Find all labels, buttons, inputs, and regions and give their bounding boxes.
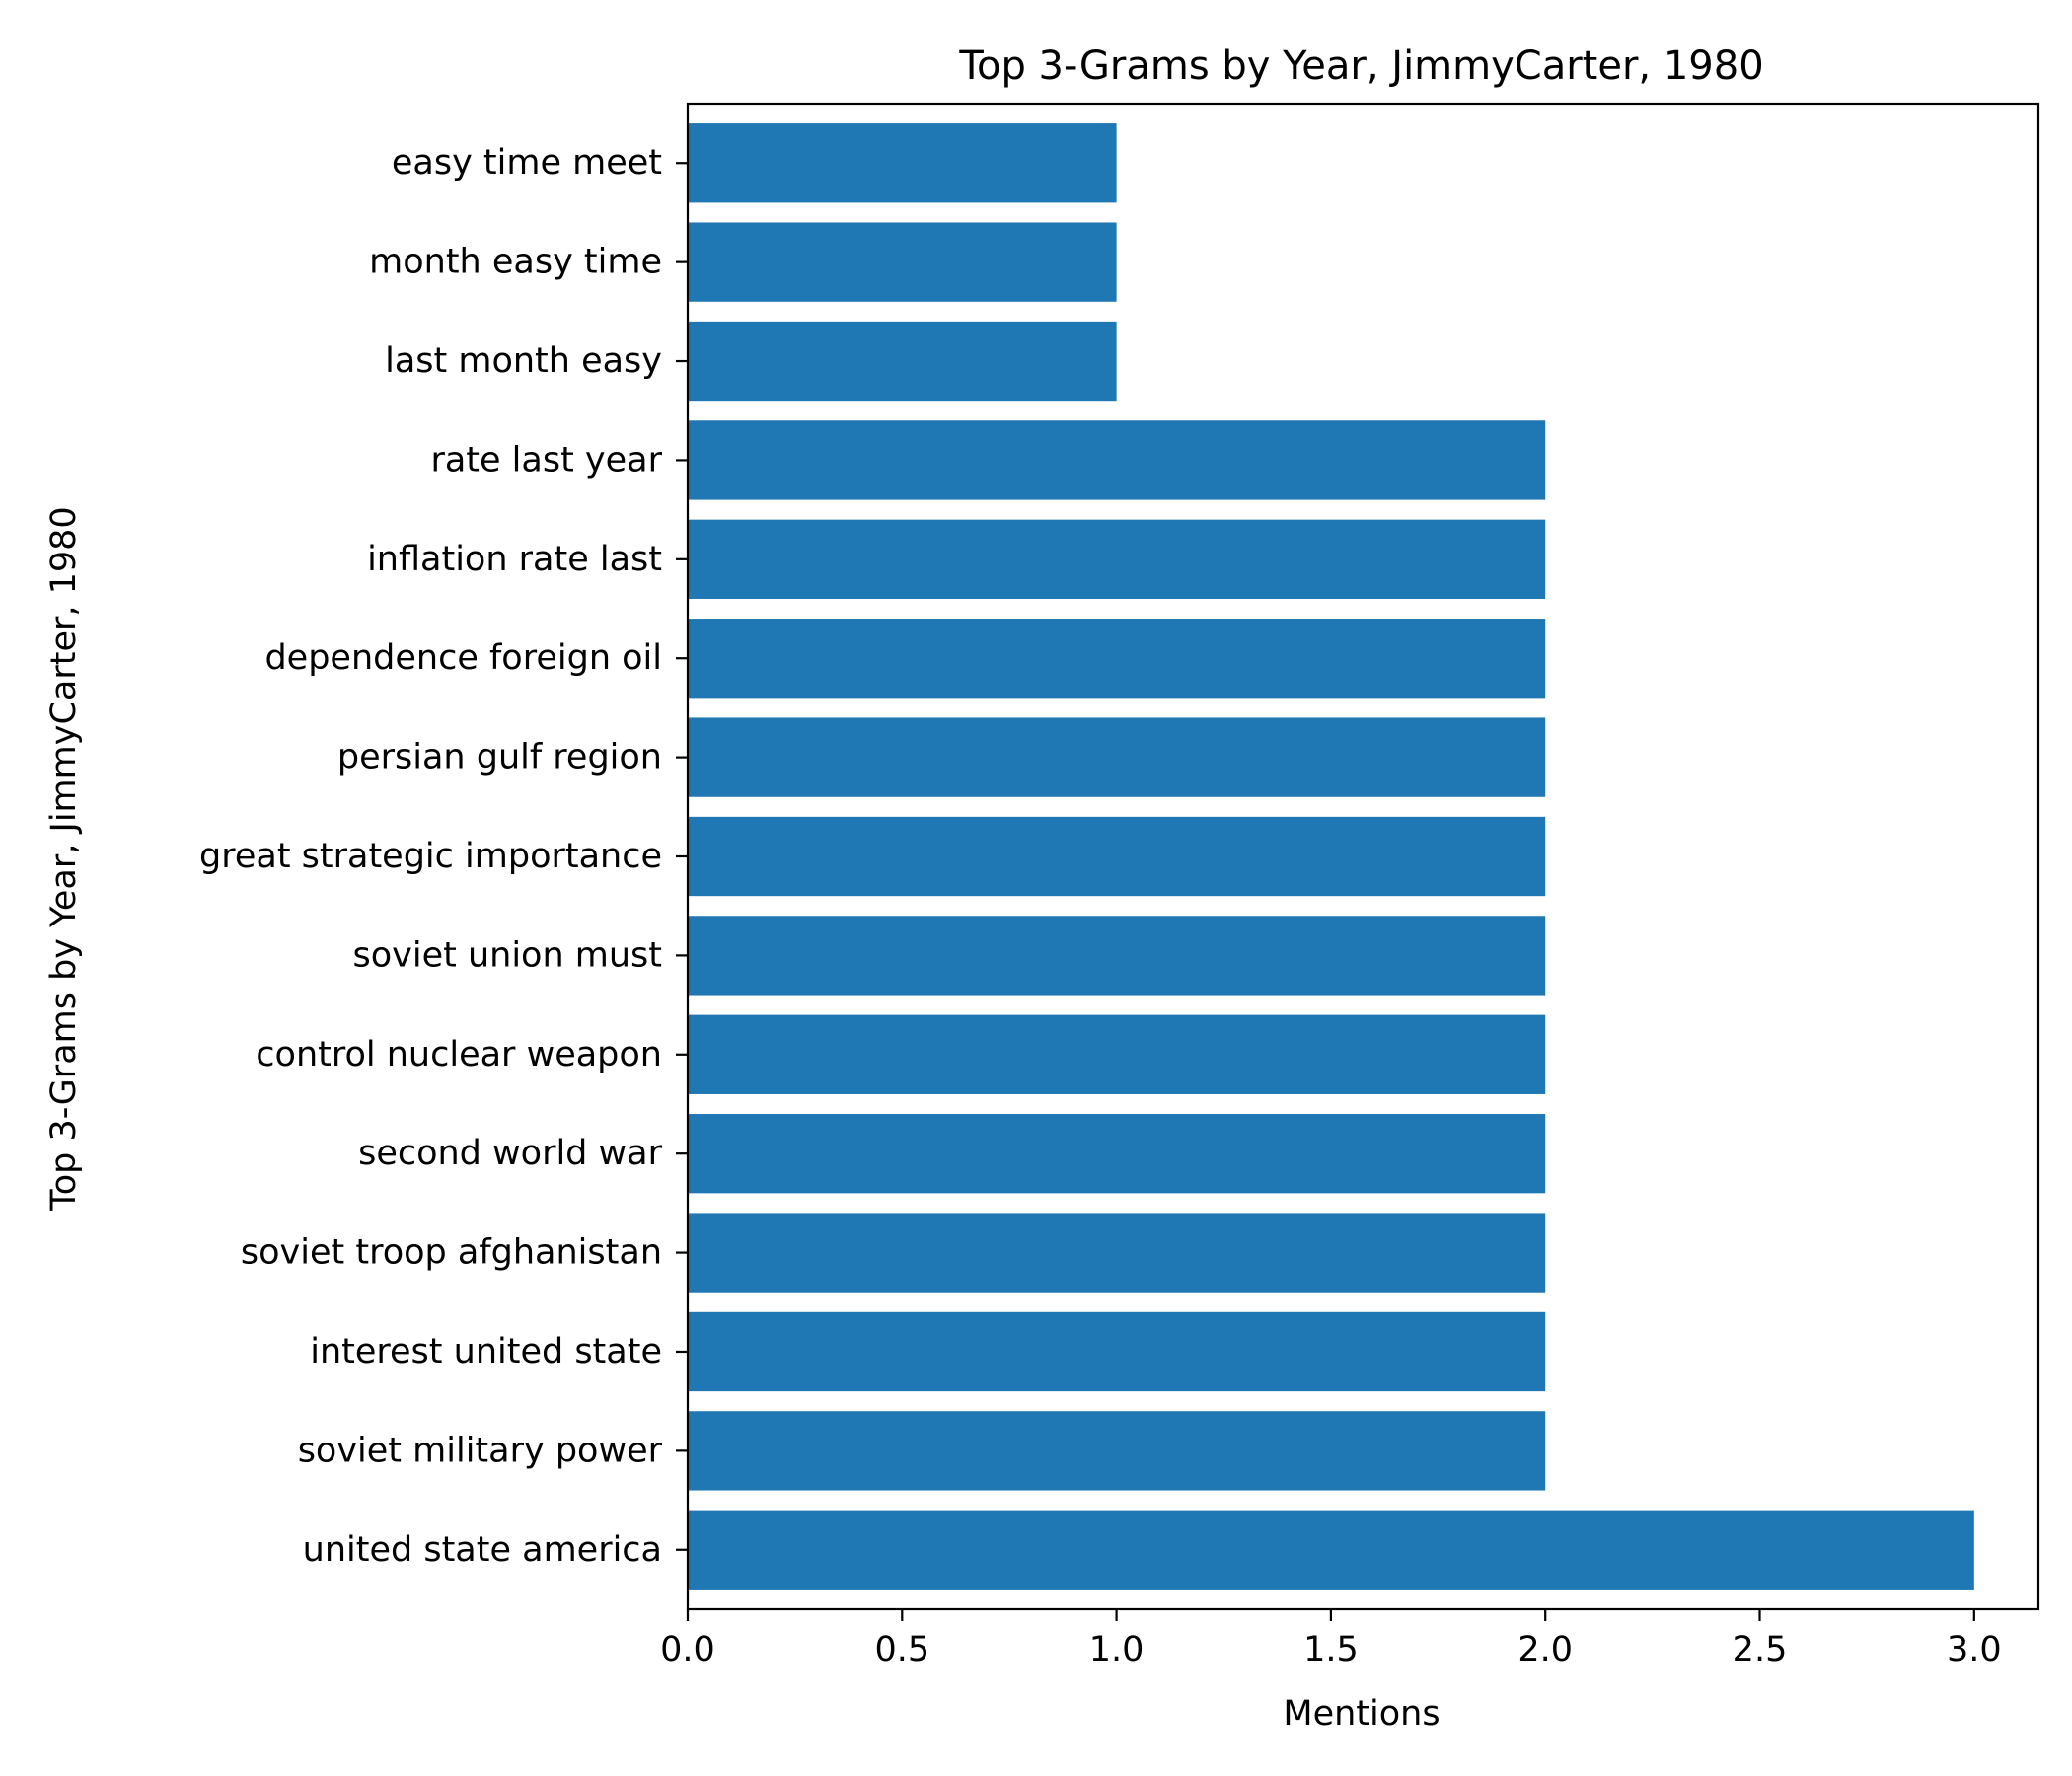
bar-rate-last-year [688,420,1546,500]
x-tick-label: 1.0 [1089,1630,1145,1669]
bar-persian-gulf-region [688,717,1546,797]
plot-frame [686,102,2040,1611]
y-tick-label: soviet troop afghanistan [241,1233,662,1273]
y-tick-label: easy time meet [392,143,662,183]
y-axis-ticks: united state america soviet military powe… [199,143,688,1570]
bar-last-month-easy [688,321,1117,402]
bar-soviet-military-power [688,1411,1546,1491]
y-axis-label: Top 3-Grams by Year, JimmyCarter, 1980 [44,506,84,1211]
x-tick-label: 0.0 [660,1630,715,1669]
y-tick-label: persian gulf region [337,738,662,777]
y-tick-label: month easy time [369,243,662,282]
y-tick-label: interest united state [310,1332,662,1371]
bar-interest-united-state [688,1311,1546,1392]
y-tick-label: last month easy [385,341,662,381]
x-tick-label: 2.0 [1517,1630,1573,1669]
y-tick-label: soviet union must [352,935,662,975]
x-axis-label: Mentions [1283,1694,1440,1734]
x-tick-label: 1.5 [1303,1630,1359,1669]
bar-second-world-war [688,1114,1546,1194]
y-tick-label: inflation rate last [367,540,662,579]
bar-easy-time-meet [688,123,1117,203]
bar-dependence-foreign-oil [688,619,1546,699]
y-tick-label: rate last year [430,440,662,480]
bars-group [688,123,1974,1590]
bar-soviet-troop-afghanistan [688,1213,1546,1293]
bar-month-easy-time [688,222,1117,302]
y-tick-label: dependence foreign oil [264,638,662,678]
bar-inflation-rate-last [688,519,1546,599]
bar-control-nuclear-weapon [688,1014,1546,1094]
x-tick-label: 2.5 [1733,1630,1788,1669]
bar-united-state-america [688,1510,1974,1590]
bar-great-strategic-importance [688,816,1546,897]
chart-title: Top 3-Grams by Year, JimmyCarter, 1980 [958,43,1763,89]
x-tick-label: 3.0 [1947,1630,2002,1669]
x-tick-label: 0.5 [874,1630,929,1669]
y-tick-label: great strategic importance [199,837,662,876]
y-tick-label: second world war [358,1134,663,1173]
y-tick-label: control nuclear weapon [256,1035,662,1074]
bar-soviet-union-must [688,916,1546,996]
y-tick-label: soviet military power [298,1431,663,1470]
x-axis-ticks: 0.0 0.5 1.0 1.5 2.0 2.5 3.0 [660,1609,2002,1669]
y-tick-label: united state america [303,1530,662,1570]
